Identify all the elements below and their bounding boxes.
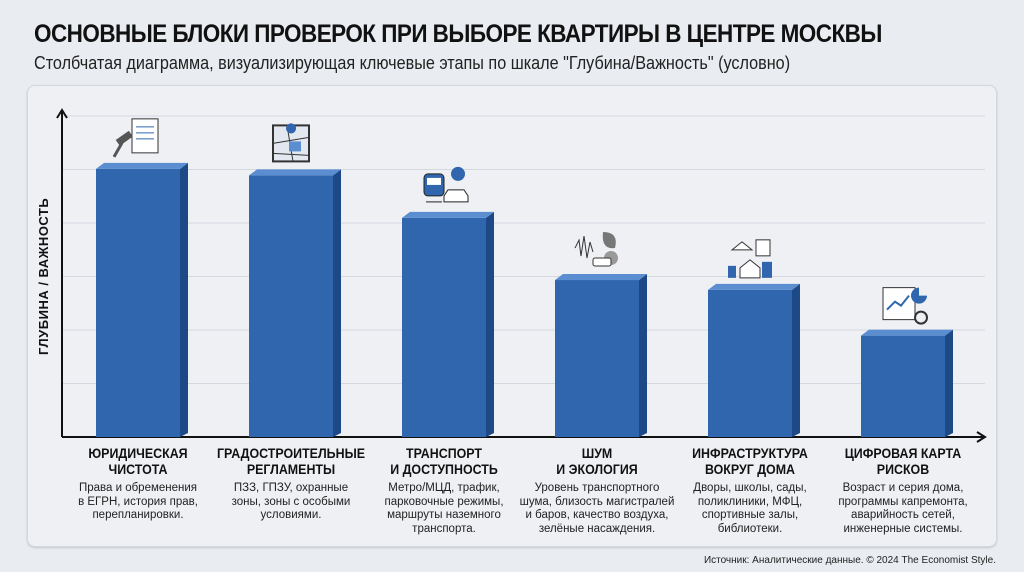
bar-top: [861, 329, 953, 336]
bar-side: [639, 274, 647, 437]
category-description: Права и обременения в ЕГРН, история прав…: [78, 482, 198, 521]
bar-top: [249, 169, 341, 176]
bar-side: [180, 162, 188, 438]
category-caption: ИНФРАСТРУКТУРА ВОКРУГ ДОМА Дворы, школы, …: [665, 446, 835, 536]
category-label: ШУМ И ЭКОЛОГИЯ: [556, 446, 638, 477]
category-label: ИНФРАСТРУКТУРА ВОКРУГ ДОМА: [692, 446, 808, 477]
x-axis-arrow: [976, 431, 987, 443]
bar: [708, 289, 792, 437]
category-label: ЮРИДИЧЕСКАЯ ЧИСТОТА: [88, 446, 188, 477]
category-label: ТРАНСПОРТ И ДОСТУПНОСТЬ: [390, 446, 498, 477]
infrastructure-buildings-icon: [728, 239, 772, 279]
page-title: ОСНОВНЫЕ БЛОКИ ПРОВЕРОК ПРИ ВЫБОРЕ КВАРТ…: [34, 20, 882, 48]
bar-top: [708, 283, 800, 290]
zoning-map-icon: [272, 123, 310, 163]
bar: [555, 280, 639, 437]
category-caption: ГРАДОСТРОИТЕЛЬНЫЕ РЕГЛАМЕНТЫ ПЗЗ, ГПЗУ, о…: [206, 446, 376, 523]
source-note: Источник: Аналитические данные. © 2024 T…: [703, 555, 996, 566]
category-caption: ЮРИДИЧЕСКАЯ ЧИСТОТА Права и обременения в…: [53, 446, 223, 523]
bar-top: [96, 162, 188, 169]
page-subtitle: Столбчатая диаграмма, визуализирующая кл…: [34, 53, 791, 73]
category-label: ЦИФРОВАЯ КАРТА РИСКОВ: [844, 446, 962, 477]
bar-side: [333, 169, 341, 437]
transport-train-car-icon: [423, 166, 469, 203]
bar-side: [486, 211, 494, 437]
bar-side: [945, 329, 953, 437]
category-caption: ТРАНСПОРТ И ДОСТУПНОСТЬ Метро/МЦД, трафик…: [359, 446, 529, 536]
y-axis-label: ГЛУБИНА / ВАЖНОСТЬ: [36, 197, 51, 355]
bar-top: [555, 274, 647, 281]
category-description: Возраст и серия дома, программы капремон…: [838, 482, 968, 535]
bar-top: [402, 211, 494, 218]
bar: [96, 168, 180, 438]
chart-panel: [27, 85, 997, 547]
bar: [861, 335, 945, 437]
category-caption: ШУМ И ЭКОЛОГИЯ Уровень транспортного шума…: [512, 446, 682, 536]
y-axis-arrow: [56, 108, 68, 119]
digital-risk-dashboard-icon: [882, 287, 928, 325]
category-description: ПЗЗ, ГПЗУ, охранные зоны, зоны с особыми…: [231, 482, 351, 521]
noise-ecology-icon: [574, 232, 618, 267]
legal-document-gavel-icon: [112, 118, 159, 158]
category-label: ГРАДОСТРОИТЕЛЬНЫЕ РЕГЛАМЕНТЫ: [216, 446, 366, 477]
bar-side: [792, 283, 800, 437]
category-description: Уровень транспортного шума, близость маг…: [519, 482, 675, 535]
category-description: Метро/МЦД, трафик, парковочные режимы, м…: [384, 482, 504, 535]
category-description: Дворы, школы, сады, поликлиники, МФЦ, сп…: [693, 482, 807, 535]
bar: [249, 175, 333, 437]
bar: [402, 217, 486, 437]
category-caption: ЦИФРОВАЯ КАРТА РИСКОВ Возраст и серия дом…: [818, 446, 988, 536]
